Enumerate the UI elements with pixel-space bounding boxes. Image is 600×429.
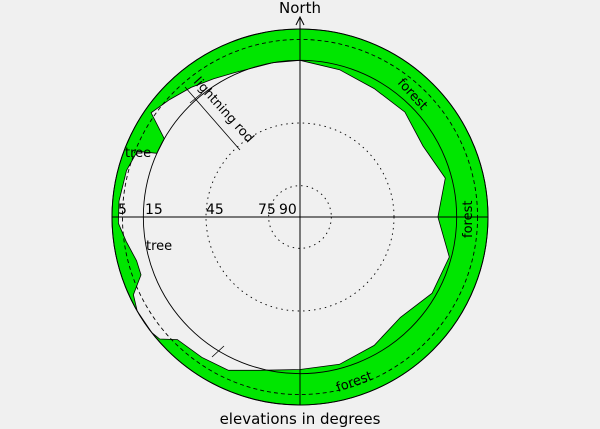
ring-label-90: 90: [279, 202, 297, 218]
sw-tick: [211, 345, 225, 358]
ring-label-15: 15: [145, 202, 163, 218]
forest-label-e: forest: [461, 201, 476, 238]
tree-label-w: tree: [146, 239, 172, 254]
lightning-rod-tick: [189, 92, 203, 104]
lightning-rod-line: [184, 86, 241, 151]
lightning-rod-label: lightning rod: [190, 75, 256, 146]
north-label: North: [279, 0, 321, 17]
ring-label-75: 75: [258, 202, 276, 218]
ring-label-5: 5: [118, 202, 127, 218]
tree-label-nw: tree: [125, 146, 151, 161]
ring-label-45: 45: [206, 202, 224, 218]
footer-label: elevations in degrees: [220, 410, 381, 428]
north-arrow-icon: [295, 15, 305, 26]
